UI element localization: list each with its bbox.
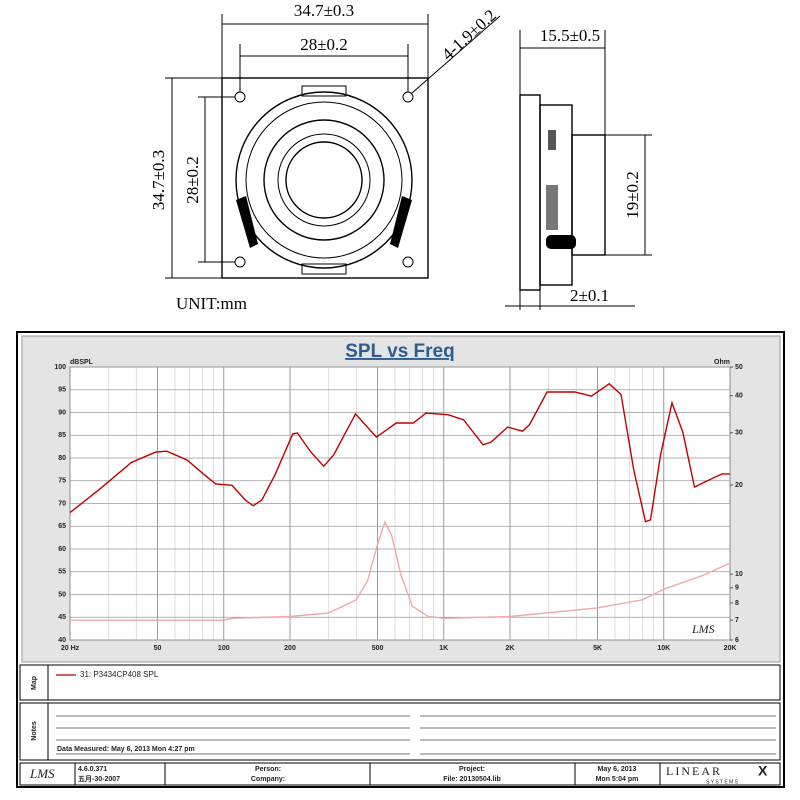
dimension-label: 34.7±0.3 [294,1,354,20]
x-tick-label: 500 [372,645,384,652]
version: 4.6.0.371 [78,766,107,773]
y2-tick-label: 40 [735,393,743,400]
dimension-label: 34.7±0.3 [149,150,168,210]
brand-sub: S Y S T E M S [706,779,739,785]
x-tick-label: 10K [657,645,670,652]
dimension-label: 28±0.2 [183,156,202,204]
y2-tick-label: 7 [735,617,739,624]
y2-tick-label: 8 [735,600,739,607]
person: Person: [255,766,281,773]
x-tick-label: 200 [284,645,296,652]
y2-tick-label: 50 [735,364,743,371]
x-tick-label: 100 [218,645,230,652]
chart-title: SPL vs Freq [345,341,454,362]
footer-logo: LMS [29,766,55,781]
brand-x: X [758,763,768,779]
footer [19,762,781,786]
y-tick-label: 80 [58,455,66,462]
dimension-label: 19±0.2 [623,171,642,219]
data-line [70,520,731,621]
y-tick-label: 55 [58,569,66,576]
y-tick-label: 85 [58,432,66,439]
y-tick-label: 40 [58,637,66,644]
y-tick-label: 65 [58,523,66,530]
legend-label: 31: P3434CP408 SPL [80,670,159,679]
x-tick-label: 20K [724,645,737,652]
note-lines [56,715,776,755]
dimension-label: 4-1.9±0.2 [438,6,500,64]
company: Company: [251,776,285,783]
y-tick-label: 90 [58,409,66,416]
map-label: Map [31,676,38,690]
footer-dividers [74,763,661,785]
map-panel [19,664,781,701]
plot [69,382,731,621]
unit-label: UNIT:mm [176,294,247,313]
side-view: 15.5±0.5 19±0.2 2±0.1 [505,26,652,310]
data-measured: Data Measured: May 6, 2013 Mon 4:27 pm [57,746,195,753]
x-tick-label: 50 [154,645,162,652]
date: May 6, 2013 [598,766,637,773]
data-line [69,382,730,523]
y-tick-label: 70 [58,500,66,507]
grid: 20 Hz 50 100 200 500 1K 2K 5K 10K 20K404550556065… [54,364,743,652]
y-tick-label: 100 [54,364,66,371]
y2-tick-label: 6 [735,637,739,644]
y-tick-label: 45 [58,614,66,621]
dimension-label: 2±0.1 [570,286,609,305]
notes-label-cell [19,702,49,761]
x-tick-label: 2K [506,645,515,652]
y2-tick-label: 10 [735,571,743,578]
dimension-label: 28±0.2 [300,35,348,54]
y-axis-label: dBSPL [70,359,94,366]
dimension-label: 15.5±0.5 [540,26,600,45]
y-tick-label: 50 [58,591,66,598]
front-view: 34.7±0.3 28±0.2 4-1.9±0.2 34.7±0.3 28±0.… [149,1,501,313]
brand: LINEAR [666,764,722,778]
map-label-cell [19,664,49,701]
file: File: 20130504.lib [443,776,501,783]
y2-tick-label: 9 [735,585,739,592]
x-tick-label: 1K [439,645,448,652]
y-tick-label: 75 [58,478,66,485]
notes-panel [19,702,781,761]
project: Project: [459,766,485,773]
time: Mon 5:04 pm [596,776,639,783]
x-tick-label: 20 Hz [61,645,80,652]
chart-logo: LMS [691,622,715,636]
notes-label: Notes [31,721,38,741]
x-tick-label: 5K [593,645,602,652]
y-tick-label: 95 [58,387,66,394]
y2-tick-label: 20 [735,482,743,489]
y-tick-label: 60 [58,546,66,553]
build-date: 五月-30-2007 [78,775,120,783]
y2-axis-label: Ohm [714,359,730,366]
y2-tick-label: 30 [735,430,743,437]
